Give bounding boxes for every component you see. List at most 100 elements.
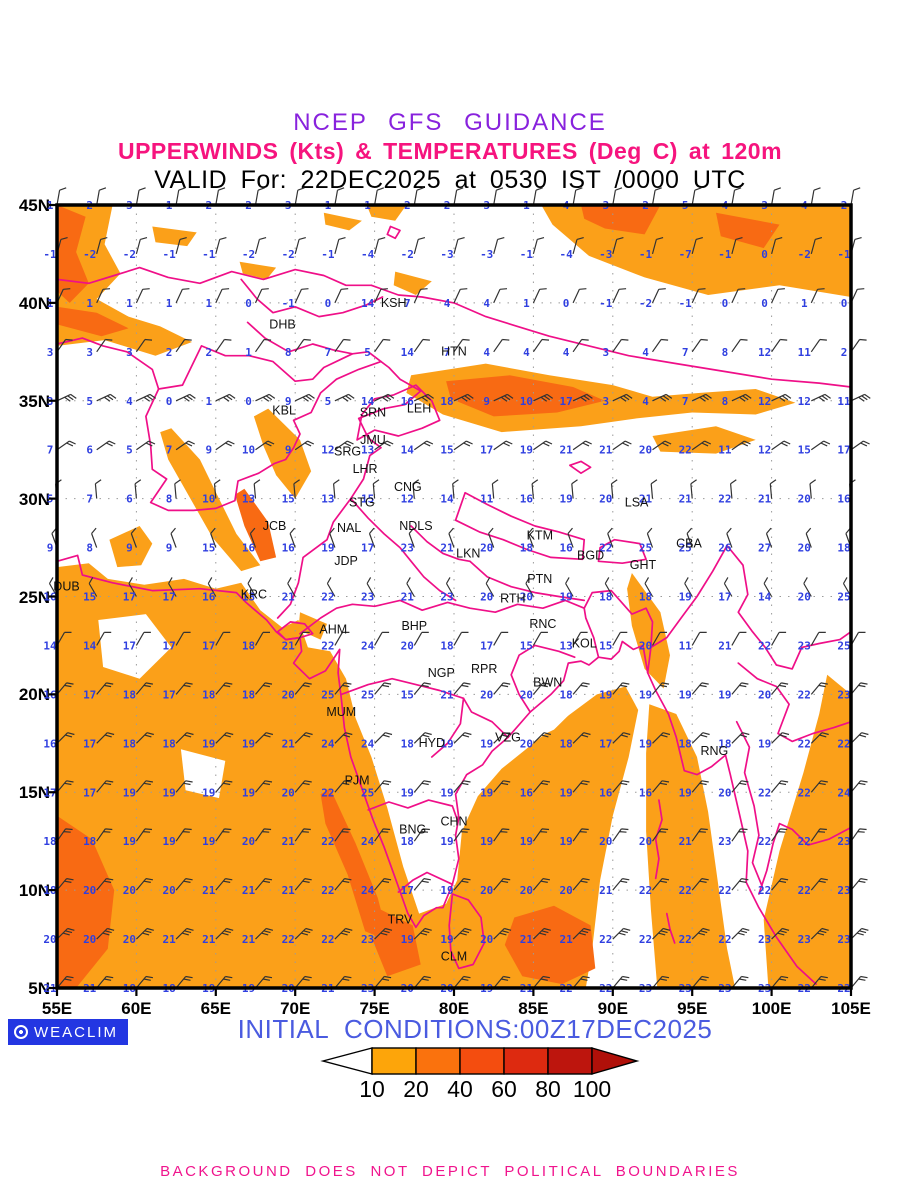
temp-value: 21 [282,591,296,604]
wind-barb [374,237,386,255]
wind-barb [175,338,192,353]
wind-barb [374,682,392,695]
wind-barb [254,631,270,646]
temp-value: -1 [599,297,613,310]
wind-barb [96,780,114,793]
temp-value: 19 [242,786,255,799]
boundary-line [299,599,586,635]
wind-barb [175,975,193,989]
wind-barb [493,828,510,842]
shaded-region-10kt [627,573,670,689]
temp-value: 18 [202,688,215,701]
temp-value: 21 [282,835,296,848]
wind-barb [691,732,710,744]
temp-value: 8 [86,542,93,555]
wind-barb [532,927,551,940]
wind-barb [691,440,712,451]
wind-barb [850,780,868,793]
temp-value: 20 [798,493,811,506]
temp-value: 13 [242,493,255,506]
copyright-ring-icon [14,1025,28,1039]
wind-barb [810,682,828,695]
temp-value: -2 [401,248,414,261]
wind-barb [96,927,115,940]
temp-value: 7 [166,444,173,457]
temp-value: 21 [282,737,296,750]
temp-value: 23 [837,835,850,848]
temp-value: 22 [758,884,771,897]
temp-value: 20 [83,884,96,897]
temp-value: 18 [639,591,652,604]
station-label-TRV: TRV [388,912,413,926]
wind-barb [215,237,227,255]
temp-value: 20 [123,933,136,946]
station-label-CHN: CHN [440,815,467,829]
temp-value: 14 [758,591,772,604]
wind-barb [374,187,385,206]
wind-barb [612,393,633,402]
temp-value: 22 [282,933,295,946]
wind-barb [374,780,392,793]
boundary-line [462,697,509,739]
wind-barb [691,780,709,793]
lon-tick-label: 100E [751,999,792,1018]
wind-barb [254,237,267,255]
title-block: NCEP GFS GUIDANCE UPPERWINDS (Kts) & TEM… [0,108,900,196]
temp-value: 21 [242,884,256,897]
temp-value: 20 [599,493,612,506]
chart-title: NCEP GFS GUIDANCE [293,109,607,136]
temp-value: -2 [798,248,811,261]
wind-barb [174,479,181,499]
shaded-region-20kt [320,788,389,941]
wind-barb [607,527,614,548]
lon-tick-label: 70E [280,999,311,1018]
temp-value: 21 [559,933,573,946]
lat-tick-label: 40N [18,293,50,313]
temp-value: 19 [559,493,572,506]
temp-value: 18 [242,639,255,652]
temp-value: 21 [679,835,693,848]
wind-barb [850,828,867,842]
station-label-BHP: BHP [401,619,427,633]
temp-value: 19 [758,737,771,750]
temp-value: 19 [440,933,453,946]
boundary-line [397,871,454,893]
temp-value: 5 [126,444,133,457]
temp-value: -1 [679,297,693,310]
temp-value: -1 [162,248,176,261]
shaded-region-10kt [160,428,261,572]
wind-barb [691,237,703,255]
temp-value: 4 [444,297,451,310]
wind-barb [294,440,315,451]
temp-value: -2 [639,297,652,310]
boundary-line [758,822,852,895]
wind-barb [691,927,710,940]
temp-value: 25 [837,639,850,652]
temp-value: 22 [321,591,334,604]
wind-barb [453,393,474,402]
temp-value: 25 [321,688,334,701]
temp-value: 21 [202,933,216,946]
temp-value: 13 [242,591,255,604]
wind-barb [96,975,114,989]
temp-value: 18 [401,737,414,750]
temp-value: 20 [599,835,612,848]
wind-barb [485,577,495,597]
colorbar-segment [371,1047,417,1075]
station-label-RNG: RNG [701,744,729,758]
temp-value: 7 [682,346,689,359]
station-label-DHB: DHB [269,317,295,331]
temp-value: 20 [480,688,493,701]
wind-barb [406,577,415,597]
wind-barb [651,288,666,304]
temp-value: 17 [401,884,414,897]
weaclim-logo[interactable]: WEACLIM [8,1019,129,1045]
temp-value: 18 [242,688,255,701]
boundary-line [370,284,852,388]
temp-value: -1 [837,248,851,261]
wind-barb [731,440,751,451]
wind-barb [374,732,393,744]
temp-value: 19 [123,835,136,848]
wind-barb [604,577,614,597]
temp-value: 10 [520,395,533,408]
